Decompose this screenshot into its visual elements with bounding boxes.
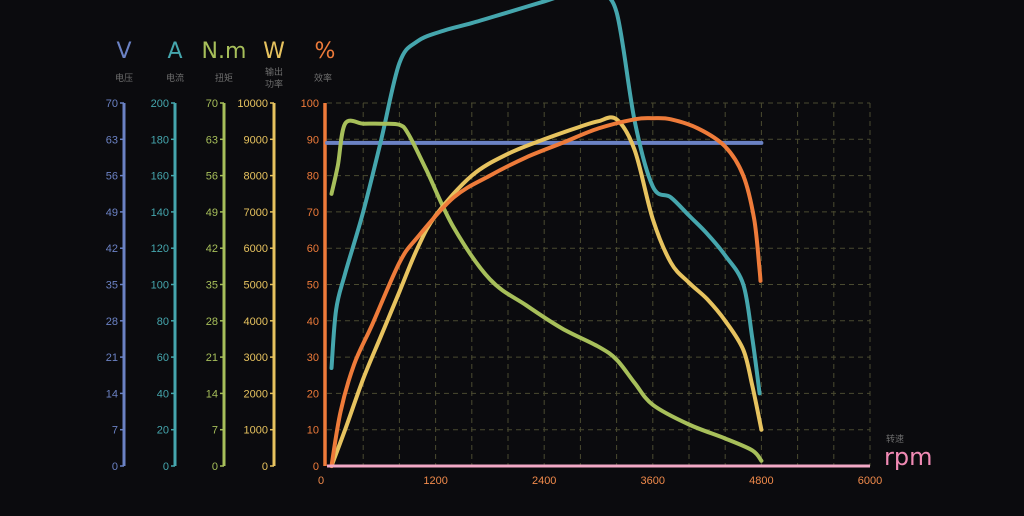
x-axis-label: rpm bbox=[884, 443, 932, 471]
tick-label: 63 bbox=[206, 134, 218, 146]
tick-label: 70 bbox=[307, 207, 319, 219]
tick-label: 30 bbox=[307, 352, 319, 364]
tick-label: 28 bbox=[106, 316, 118, 328]
axis-symbol: % bbox=[315, 39, 336, 64]
tick-label: 80 bbox=[157, 316, 169, 328]
tick-label: 6000 bbox=[244, 243, 268, 255]
tick-label: 0 bbox=[163, 461, 169, 473]
tick-label: 9000 bbox=[244, 134, 268, 146]
tick-label: 10 bbox=[307, 425, 319, 437]
tick-label: 0 bbox=[112, 461, 118, 473]
series-lines bbox=[325, 0, 764, 468]
tick-label: 49 bbox=[106, 207, 118, 219]
tick-label: 56 bbox=[106, 171, 118, 183]
x-tick-label: 0 bbox=[318, 475, 324, 487]
tick-label: 60 bbox=[157, 352, 169, 364]
x-tick-label: 6000 bbox=[858, 475, 882, 487]
tick-label: 21 bbox=[106, 352, 118, 364]
tick-label: 160 bbox=[151, 171, 169, 183]
axis-label: 功率 bbox=[265, 78, 283, 90]
tick-label: 90 bbox=[307, 134, 319, 146]
x-tick-label: 3600 bbox=[641, 475, 665, 487]
tick-label: 2000 bbox=[244, 388, 268, 400]
tick-label: 7 bbox=[112, 425, 118, 437]
axis-symbol: V bbox=[116, 39, 131, 64]
axis-pct: % 效率 0 10 20 30 40 50 60 70 80 90 100 bbox=[301, 39, 336, 473]
tick-label: 40 bbox=[157, 388, 169, 400]
series-line-nm bbox=[329, 118, 764, 463]
tick-label: 49 bbox=[206, 207, 218, 219]
tick-label: 120 bbox=[151, 243, 169, 255]
axis-label: 电流 bbox=[166, 72, 184, 84]
tick-label: 14 bbox=[106, 388, 118, 400]
tick-label: 35 bbox=[106, 280, 118, 292]
axis-label: 输出 bbox=[265, 66, 283, 78]
tick-label: 63 bbox=[106, 134, 118, 146]
tick-label: 3000 bbox=[244, 352, 268, 364]
tick-label: 28 bbox=[206, 316, 218, 328]
x-tick-label: 2400 bbox=[532, 475, 556, 487]
tick-label: 70 bbox=[106, 98, 118, 110]
tick-label: 0 bbox=[262, 461, 268, 473]
axis-label: 效率 bbox=[314, 72, 332, 84]
tick-label: 8000 bbox=[244, 171, 268, 183]
x-tick-label: 1200 bbox=[423, 475, 447, 487]
tick-label: 20 bbox=[157, 425, 169, 437]
tick-label: 10000 bbox=[237, 98, 268, 110]
tick-label: 20 bbox=[307, 388, 319, 400]
axis-label: 电压 bbox=[115, 72, 133, 84]
tick-label: 60 bbox=[307, 243, 319, 255]
tick-label: 7 bbox=[212, 425, 218, 437]
tick-label: 7000 bbox=[244, 207, 268, 219]
axis-nm: N.m 扭矩 0 7 14 21 28 35 42 49 56 63 70 bbox=[202, 39, 247, 473]
x-axis-sublabel: 转速 bbox=[886, 433, 904, 445]
tick-label: 14 bbox=[206, 388, 218, 400]
axis-symbol: A bbox=[167, 39, 182, 64]
tick-label: 42 bbox=[206, 243, 218, 255]
tick-label: 40 bbox=[307, 316, 319, 328]
tick-label: 0 bbox=[212, 461, 218, 473]
tick-label: 180 bbox=[151, 134, 169, 146]
axis-a: A 电流 0 20 40 60 80 100 120 140 160 180 200 bbox=[151, 39, 184, 473]
y-axes: V电压07142128354249566370A电流02040608010012… bbox=[106, 39, 336, 473]
tick-label: 70 bbox=[206, 98, 218, 110]
tick-label: 140 bbox=[151, 207, 169, 219]
tick-label: 50 bbox=[307, 280, 319, 292]
tick-label: 200 bbox=[151, 98, 169, 110]
tick-label: 1000 bbox=[244, 425, 268, 437]
axis-symbol: N.m bbox=[202, 39, 247, 64]
series-line-pct bbox=[329, 116, 763, 468]
tick-label: 42 bbox=[106, 243, 118, 255]
tick-label: 4000 bbox=[244, 316, 268, 328]
grid bbox=[327, 102, 871, 466]
axis-label: 扭矩 bbox=[215, 72, 233, 84]
x-tick-label: 4800 bbox=[749, 475, 773, 487]
tick-label: 5000 bbox=[244, 280, 268, 292]
axis-v: V 电压 0 7 14 21 28 35 42 49 56 63 70 bbox=[106, 39, 133, 473]
series-line-w bbox=[329, 115, 764, 468]
tick-label: 35 bbox=[206, 280, 218, 292]
series-line-a bbox=[329, 0, 762, 396]
tick-label: 100 bbox=[301, 98, 319, 110]
tick-label: 21 bbox=[206, 352, 218, 364]
tick-label: 80 bbox=[307, 171, 319, 183]
tick-label: 56 bbox=[206, 171, 218, 183]
axis-symbol: W bbox=[263, 39, 285, 64]
tick-label: 100 bbox=[151, 280, 169, 292]
tick-label: 0 bbox=[313, 461, 319, 473]
